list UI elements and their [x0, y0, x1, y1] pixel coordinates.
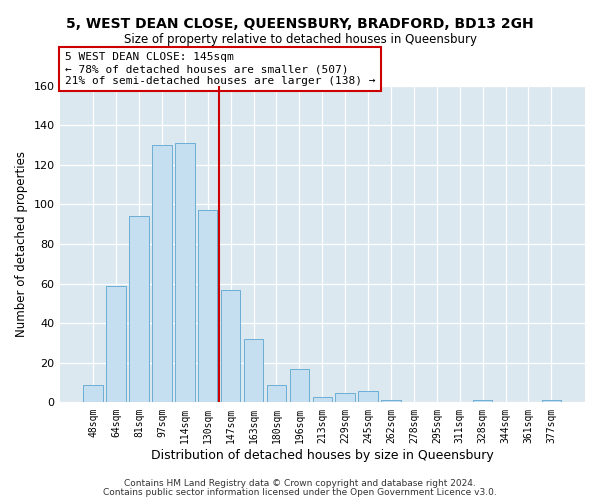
Bar: [244, 339, 263, 402]
Bar: [358, 390, 378, 402]
Bar: [473, 400, 493, 402]
Bar: [198, 210, 217, 402]
Bar: [542, 400, 561, 402]
Text: Contains public sector information licensed under the Open Government Licence v3: Contains public sector information licen…: [103, 488, 497, 497]
Text: Contains HM Land Registry data © Crown copyright and database right 2024.: Contains HM Land Registry data © Crown c…: [124, 479, 476, 488]
Y-axis label: Number of detached properties: Number of detached properties: [15, 151, 28, 337]
Text: Size of property relative to detached houses in Queensbury: Size of property relative to detached ho…: [124, 32, 476, 46]
Bar: [129, 216, 149, 402]
Bar: [152, 145, 172, 403]
Bar: [267, 384, 286, 402]
X-axis label: Distribution of detached houses by size in Queensbury: Distribution of detached houses by size …: [151, 450, 494, 462]
Text: 5, WEST DEAN CLOSE, QUEENSBURY, BRADFORD, BD13 2GH: 5, WEST DEAN CLOSE, QUEENSBURY, BRADFORD…: [66, 18, 534, 32]
Bar: [221, 290, 241, 403]
Bar: [83, 384, 103, 402]
Bar: [335, 392, 355, 402]
Text: 5 WEST DEAN CLOSE: 145sqm
← 78% of detached houses are smaller (507)
21% of semi: 5 WEST DEAN CLOSE: 145sqm ← 78% of detac…: [65, 52, 375, 86]
Bar: [381, 400, 401, 402]
Bar: [106, 286, 126, 403]
Bar: [175, 143, 194, 403]
Bar: [290, 369, 309, 402]
Bar: [313, 396, 332, 402]
